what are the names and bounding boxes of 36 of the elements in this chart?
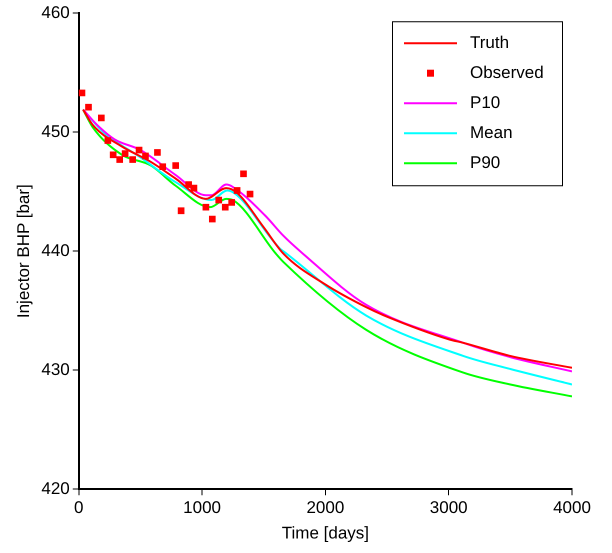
y-tick-label: 420 [41,478,70,498]
point [190,184,198,192]
x-tick-label: 1000 [183,498,221,518]
point [136,146,142,154]
x-tick-label: 4000 [553,498,591,518]
point [172,162,180,169]
point [208,216,216,222]
y-tick-label: 460 [41,2,70,22]
point [98,114,105,122]
point [202,204,210,210]
x-tick-label: 3000 [430,498,468,518]
point [85,104,92,111]
legend-label: Mean [470,122,513,142]
point [228,199,235,206]
legend-label: Truth [470,32,510,52]
legend-label: P10 [470,92,500,112]
point [122,150,128,157]
point [215,196,222,204]
y-tick-label: 450 [41,122,70,141]
legend-label: Observed [470,62,544,82]
point [116,156,124,163]
point [110,151,116,158]
x-tick-label: 2000 [306,498,344,518]
point [240,170,247,178]
y-axis-title: Injector BHP [bar] [14,184,33,318]
x-tick-label: 0 [74,498,84,518]
point [154,149,161,156]
point [246,190,254,198]
point [129,156,136,163]
x-axis-title: Time [days] [282,523,369,542]
point [222,204,229,210]
y-tick-label: 430 [41,360,70,379]
point [178,207,184,214]
point [78,90,86,96]
legend-label: P90 [470,152,500,172]
y-tick-label: 440 [41,240,70,260]
